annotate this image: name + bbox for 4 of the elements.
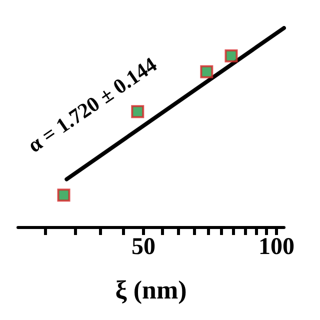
x-axis-title: ξ (nm) [115, 276, 187, 304]
x-tick-label: 100 [258, 234, 294, 260]
x-tick-label: 50 [131, 234, 156, 260]
annotation: α = 1.720 ± 0.144 [23, 52, 162, 158]
